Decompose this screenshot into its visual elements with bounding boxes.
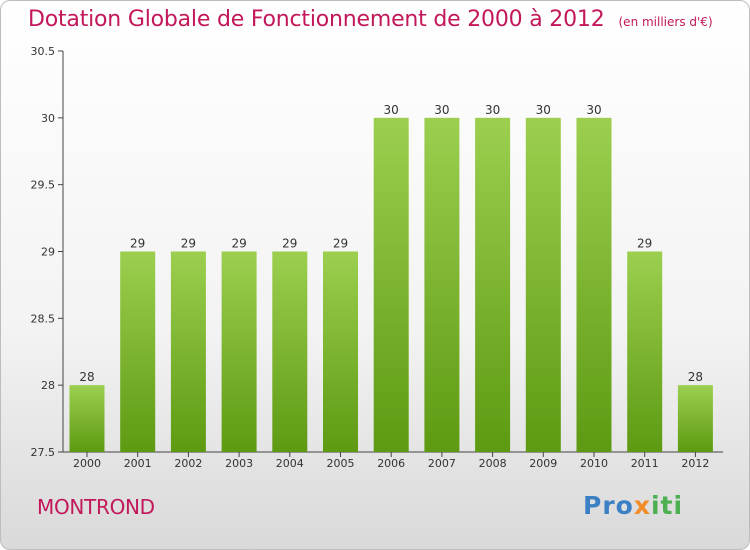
y-tick-label: 27.5 — [31, 446, 56, 459]
x-tick-label: 2003 — [225, 457, 253, 470]
x-tick-label: 2012 — [681, 457, 709, 470]
axes: 27.5 28 28.5 29 29.5 30 30.5 2000 2001 2002 2003 20… — [31, 45, 723, 470]
data-label: 29 — [181, 237, 196, 251]
data-label: 29 — [130, 237, 145, 251]
data-label: 29 — [333, 237, 348, 251]
x-tick-label: 2009 — [529, 457, 557, 470]
bar — [120, 251, 156, 452]
y-tick-label: 30.5 — [31, 45, 56, 58]
bar — [272, 251, 308, 452]
bar — [475, 117, 511, 452]
data-label: 30 — [485, 103, 500, 117]
x-tick-label: 2008 — [479, 457, 507, 470]
y-tick-label: 29.5 — [31, 179, 56, 192]
bar — [323, 251, 358, 452]
unit-note: (en milliers d'€) — [618, 15, 713, 29]
bar — [373, 117, 409, 452]
x-tick-label: 2001 — [124, 457, 152, 470]
bar — [424, 117, 460, 452]
bar — [221, 251, 257, 452]
x-tick-label: 2005 — [327, 457, 355, 470]
data-label: 29 — [282, 237, 297, 251]
chart-title: Dotation Globale de Fonctionnement de 20… — [28, 7, 605, 32]
bar — [69, 385, 105, 452]
y-tick-label: 28 — [41, 379, 55, 392]
bar — [525, 117, 561, 452]
data-label: 29 — [231, 237, 246, 251]
x-tick-label: 2010 — [580, 457, 608, 470]
data-label: 30 — [384, 103, 399, 117]
data-label: 28 — [79, 370, 94, 384]
bars — [69, 117, 713, 452]
data-label: 28 — [688, 370, 703, 384]
proxiti-logo[interactable]: Proxiti — [583, 491, 684, 520]
x-tick-label: 2007 — [428, 457, 456, 470]
commune-name: MONTROND — [37, 495, 155, 519]
bar — [170, 251, 206, 452]
y-tick-label: 29 — [41, 246, 55, 259]
x-tick-label: 2006 — [377, 457, 405, 470]
bar — [576, 117, 612, 452]
data-label: 29 — [637, 237, 652, 251]
x-tick-label: 2002 — [174, 457, 202, 470]
x-tick-label: 2011 — [631, 457, 659, 470]
data-label: 30 — [434, 103, 449, 117]
bar — [677, 385, 713, 452]
data-labels: 28 29 29 29 29 29 30 30 30 30 30 29 28 — [79, 103, 703, 384]
y-tick-label: 30 — [41, 112, 55, 125]
y-tick-label: 28.5 — [31, 312, 56, 325]
x-tick-label: 2004 — [276, 457, 304, 470]
bar — [627, 251, 663, 452]
data-label: 30 — [586, 103, 601, 117]
data-label: 30 — [536, 103, 551, 117]
x-tick-label: 2000 — [73, 457, 101, 470]
chart-title-row: Dotation Globale de Fonctionnement de 20… — [28, 7, 713, 32]
